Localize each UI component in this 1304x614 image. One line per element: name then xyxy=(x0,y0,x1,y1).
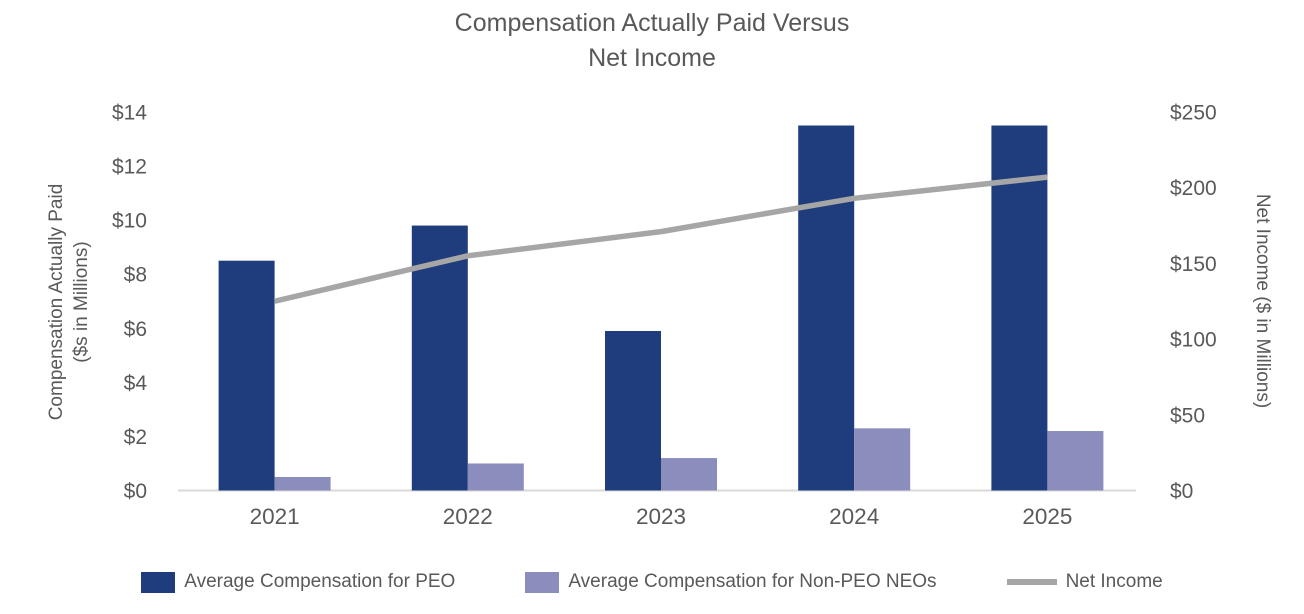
y-axis-right-tick-label: $200 xyxy=(1170,177,1217,200)
bar-non-peo-neos-2023 xyxy=(661,458,717,491)
y-axis-right-tick-label: $50 xyxy=(1170,404,1205,427)
legend-bar-swatch-icon xyxy=(525,571,560,593)
y-axis-left-tick-label: $10 xyxy=(112,210,147,233)
y-axis-left-tick-label: $0 xyxy=(124,480,147,503)
legend-item-peo: Average Compensation for PEO xyxy=(141,571,455,593)
y-axis-left-tick-label: $8 xyxy=(124,264,147,287)
y-axis-right-tick-label: $0 xyxy=(1170,480,1193,503)
chart-title-line2: Net Income xyxy=(588,44,716,72)
legend: Average Compensation for PEO Average Comp… xyxy=(0,564,1304,600)
bar-non-peo-neos-2022 xyxy=(467,463,524,491)
bar-non-peo-neos-2025 xyxy=(1047,431,1104,491)
bar-non-peo-neos-2024 xyxy=(854,428,911,491)
chart-title: Compensation Actually Paid Versus Net In… xyxy=(0,6,1304,76)
legend-item-non-peo-neos: Average Compensation for Non-PEO NEOs xyxy=(525,571,937,593)
y-axis-left-tick-label: $4 xyxy=(124,372,148,395)
y-axis-right-tick-label: $250 xyxy=(1170,102,1217,125)
bar-peo-2021 xyxy=(218,260,275,491)
bar-non-peo-neos-2021 xyxy=(274,476,331,491)
legend-label: Net Income xyxy=(1065,571,1163,592)
bar-peo-2025 xyxy=(991,125,1048,491)
x-axis-label-2021: 2021 xyxy=(250,504,300,529)
x-axis-label-2024: 2024 xyxy=(829,504,879,529)
legend-line-swatch-icon xyxy=(1006,579,1057,585)
y-axis-left-tick-label: $2 xyxy=(124,426,147,449)
y-axis-left-tick-label: $12 xyxy=(112,156,147,179)
bar-peo-2022 xyxy=(411,225,468,491)
x-axis-label-2023: 2023 xyxy=(636,504,686,529)
legend-item-net-income: Net Income xyxy=(1006,571,1163,593)
y-axis-left-tick-label: $14 xyxy=(112,102,147,125)
legend-label: Average Compensation for Non-PEO NEOs xyxy=(568,571,937,592)
legend-label: Average Compensation for PEO xyxy=(184,571,456,592)
bar-peo-2024 xyxy=(798,125,855,491)
legend-bar-swatch-icon xyxy=(141,571,176,593)
x-axis-label-2025: 2025 xyxy=(1022,504,1072,529)
y-axis-left-tick-label: $6 xyxy=(124,318,147,341)
x-axis-label-2022: 2022 xyxy=(443,504,493,529)
y-axis-right-tick-label: $100 xyxy=(1170,329,1217,352)
chart-title-line1: Compensation Actually Paid Versus xyxy=(454,9,850,37)
net-income-line xyxy=(273,174,1048,304)
bar-peo-2023 xyxy=(605,330,661,491)
y-axis-right-tick-label: $150 xyxy=(1170,253,1217,276)
